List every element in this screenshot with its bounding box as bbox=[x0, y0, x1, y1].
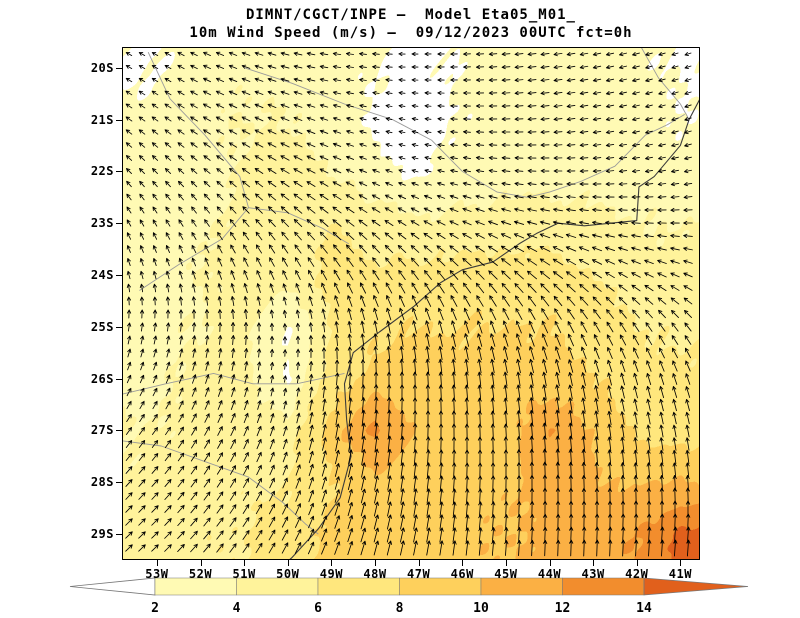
colorbar-label: 10 bbox=[473, 601, 489, 616]
colorbar-label: 12 bbox=[555, 601, 571, 616]
lon-tick-label: 53W bbox=[145, 567, 169, 581]
lat-tick-label: 21S bbox=[90, 112, 114, 127]
lon-tick-label: 52W bbox=[188, 567, 213, 581]
lat-tick-label: 24S bbox=[90, 268, 114, 282]
lon-tick-mark bbox=[156, 560, 158, 566]
map-plot-area bbox=[122, 47, 700, 560]
colorbar-label: 4 bbox=[233, 601, 241, 616]
chart-title-line2: 10m Wind Speed (m/s) — 09/12/2023 00UTC … bbox=[189, 25, 633, 41]
lon-tick-mark bbox=[462, 560, 464, 566]
lon-tick-mark bbox=[200, 560, 202, 566]
lat-tick-label: 27S bbox=[90, 423, 114, 438]
lat-tick-label: 23S bbox=[90, 216, 114, 231]
lat-tick-mark bbox=[116, 378, 122, 380]
lon-tick-label: 50W bbox=[276, 567, 300, 581]
lat-tick-mark bbox=[116, 223, 122, 225]
lat-tick-label: 22S bbox=[90, 164, 114, 179]
lon-tick-label: 41W bbox=[668, 567, 692, 581]
colorbar-label: 14 bbox=[636, 601, 652, 616]
lat-tick-label: 25S bbox=[90, 319, 114, 334]
wind-field-canvas bbox=[122, 47, 700, 560]
lat-tick-mark bbox=[116, 430, 122, 432]
lat-tick-label: 20S bbox=[90, 60, 114, 75]
lon-tick-mark bbox=[287, 560, 289, 566]
colorbar-label: 8 bbox=[396, 601, 404, 616]
colorbar: 2 4 6 8 10 12 14 bbox=[69, 577, 749, 616]
lat-tick-mark bbox=[116, 67, 122, 69]
lon-tick-label: 47W bbox=[407, 567, 431, 581]
lon-tick-label: 42W bbox=[625, 567, 649, 581]
lat-tick-label: 29S bbox=[90, 527, 114, 542]
colorbar-label: 2 bbox=[151, 601, 159, 616]
lon-tick-mark bbox=[593, 560, 595, 566]
lon-tick-label: 46W bbox=[450, 567, 474, 581]
lon-tick-label: 51W bbox=[232, 567, 256, 581]
lon-tick-mark bbox=[680, 560, 682, 566]
lon-tick-label: 48W bbox=[363, 567, 387, 581]
lat-tick-mark bbox=[116, 326, 122, 328]
chart-title-line1: DIMNT/CGCT/INPE — Model Eta05_M01_ bbox=[245, 7, 576, 23]
lon-tick-mark bbox=[505, 560, 507, 566]
lat-tick-mark bbox=[116, 534, 122, 536]
lon-tick-mark bbox=[375, 560, 376, 566]
lat-tick-mark bbox=[116, 171, 122, 173]
lon-tick-mark bbox=[331, 560, 333, 566]
lat-tick-mark bbox=[116, 482, 122, 484]
lon-tick-label: 44W bbox=[537, 567, 562, 581]
lon-tick-label: 43W bbox=[581, 567, 605, 581]
colorbar-label: 6 bbox=[314, 601, 322, 616]
lat-tick-mark bbox=[116, 275, 122, 276]
lon-tick-label: 49W bbox=[319, 567, 343, 581]
lat-tick-label: 26S bbox=[90, 371, 114, 386]
lon-tick-mark bbox=[636, 560, 638, 566]
lon-tick-mark bbox=[549, 560, 551, 566]
lat-tick-label: 28S bbox=[90, 475, 114, 490]
lon-tick-label: 45W bbox=[494, 567, 518, 581]
lon-tick-mark bbox=[418, 560, 420, 566]
colorbar-right-arrow bbox=[643, 577, 749, 596]
lon-tick-mark bbox=[244, 560, 246, 566]
lat-tick-mark bbox=[116, 119, 122, 121]
